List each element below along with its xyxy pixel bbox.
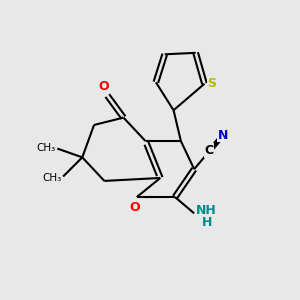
Text: H: H: [202, 216, 212, 229]
Text: CH₃: CH₃: [37, 143, 56, 153]
Text: C: C: [204, 144, 214, 157]
Text: NH: NH: [196, 205, 216, 218]
Text: N: N: [218, 129, 228, 142]
Text: S: S: [207, 77, 216, 90]
Text: O: O: [98, 80, 109, 93]
Text: CH₃: CH₃: [42, 173, 62, 183]
Text: O: O: [129, 201, 140, 214]
